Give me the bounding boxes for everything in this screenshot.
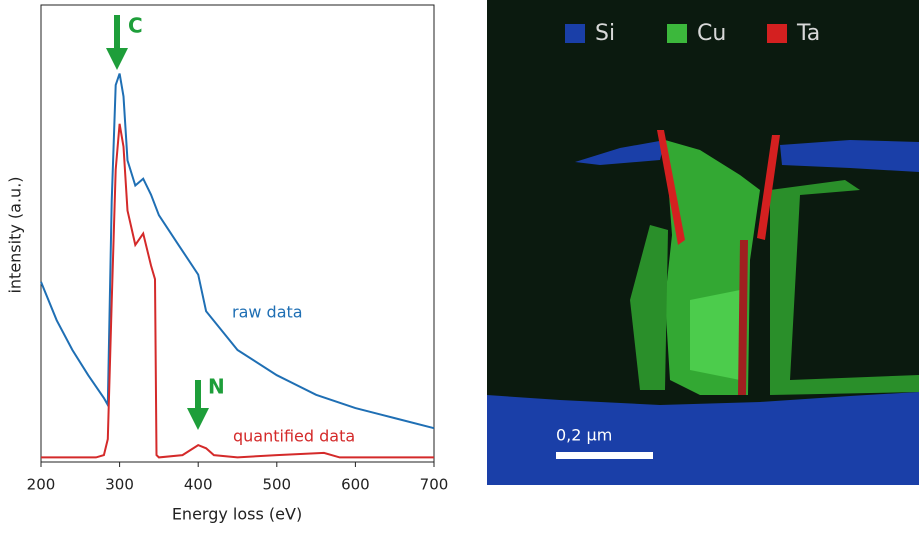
series-label: raw data: [232, 303, 303, 322]
legend-swatch: [767, 24, 787, 43]
annotation-n: N: [187, 375, 225, 430]
x-tick-label: 500: [262, 476, 291, 494]
x-tick-label: 300: [105, 476, 134, 494]
ta-liner-bottom: [738, 240, 748, 395]
x-tick-label: 400: [184, 476, 213, 494]
si-substrate: [487, 392, 919, 485]
series-label: quantified data: [233, 427, 355, 446]
scale-bar-label: 0,2 µm: [556, 426, 612, 445]
element-map: 0,2 µm: [487, 0, 919, 485]
cu-left-wall: [630, 225, 668, 390]
arrow-shaft: [114, 15, 120, 51]
annotation-label: C: [128, 14, 143, 38]
legend-label: Cu: [697, 21, 726, 46]
annotation-c: C: [106, 14, 143, 70]
arrow-shaft: [195, 380, 201, 412]
arrow-head: [106, 48, 128, 70]
plot-frame: [40, 4, 435, 463]
cu-right-wall: [770, 180, 919, 395]
scale-bar: [556, 452, 653, 459]
data-line: [41, 123, 434, 459]
legend-swatch: [667, 24, 687, 43]
x-tick-label: 700: [420, 476, 449, 494]
y-axis-label: intensity (a.u.): [6, 176, 25, 293]
si-layer-right: [780, 140, 919, 172]
ta-liner-left: [657, 130, 685, 245]
legend-label: Si: [595, 21, 615, 46]
x-tick-label: 600: [341, 476, 370, 494]
cu-core: [690, 290, 740, 380]
legend-swatch: [565, 24, 585, 43]
data-line: [40, 73, 435, 430]
x-axis-label: Energy loss (eV): [172, 505, 302, 524]
ta-liner-right: [757, 135, 780, 240]
legend-label: Ta: [796, 21, 820, 46]
arrow-head: [187, 408, 209, 430]
x-tick-label: 200: [27, 476, 56, 494]
annotation-label: N: [208, 375, 225, 399]
si-layer-left: [575, 140, 665, 165]
